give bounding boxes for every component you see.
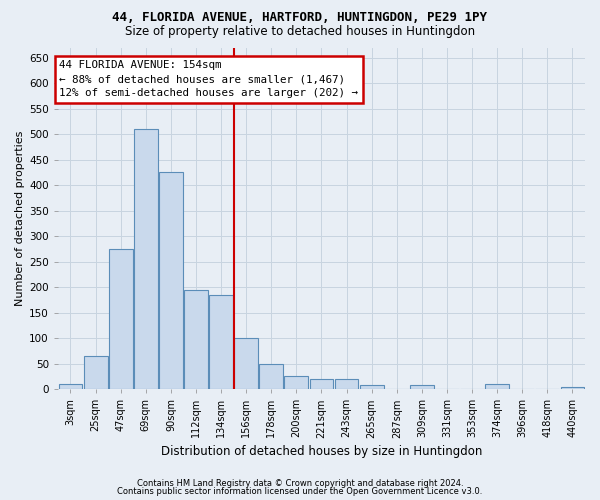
Bar xyxy=(234,338,258,389)
Bar xyxy=(485,384,509,389)
Bar xyxy=(560,386,584,389)
Bar xyxy=(259,364,283,389)
X-axis label: Distribution of detached houses by size in Huntingdon: Distribution of detached houses by size … xyxy=(161,444,482,458)
Text: Contains public sector information licensed under the Open Government Licence v3: Contains public sector information licen… xyxy=(118,487,482,496)
Y-axis label: Number of detached properties: Number of detached properties xyxy=(15,130,25,306)
Bar xyxy=(109,249,133,389)
Bar xyxy=(360,385,383,389)
Bar xyxy=(410,385,434,389)
Bar xyxy=(59,384,82,389)
Text: 44 FLORIDA AVENUE: 154sqm
← 88% of detached houses are smaller (1,467)
12% of se: 44 FLORIDA AVENUE: 154sqm ← 88% of detac… xyxy=(59,60,358,98)
Bar xyxy=(310,379,334,389)
Bar xyxy=(184,290,208,389)
Bar xyxy=(335,379,358,389)
Text: Size of property relative to detached houses in Huntingdon: Size of property relative to detached ho… xyxy=(125,25,475,38)
Bar xyxy=(209,295,233,389)
Bar xyxy=(159,172,183,389)
Bar xyxy=(284,376,308,389)
Bar xyxy=(83,356,107,389)
Text: 44, FLORIDA AVENUE, HARTFORD, HUNTINGDON, PE29 1PY: 44, FLORIDA AVENUE, HARTFORD, HUNTINGDON… xyxy=(113,11,487,24)
Text: Contains HM Land Registry data © Crown copyright and database right 2024.: Contains HM Land Registry data © Crown c… xyxy=(137,478,463,488)
Bar xyxy=(134,129,158,389)
